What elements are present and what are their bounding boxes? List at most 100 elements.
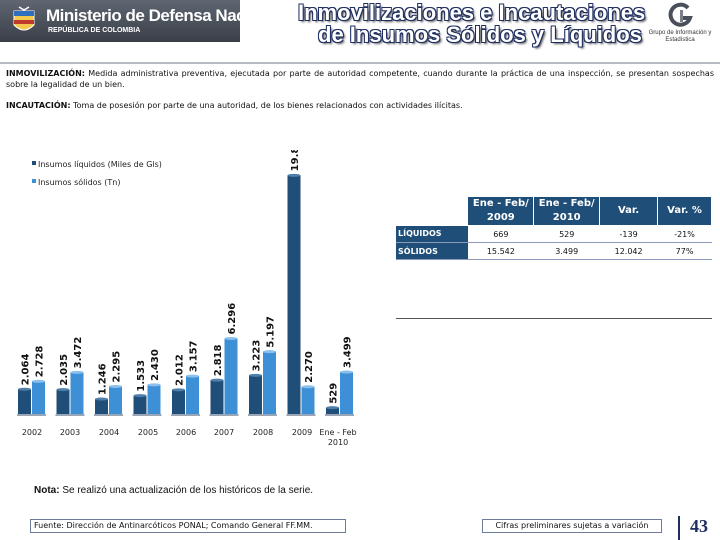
bar-cap — [210, 378, 224, 382]
source-footer: Fuente: Dirección de Antinarcóticos PONA… — [30, 519, 346, 533]
data-label: 2.295 — [112, 351, 123, 383]
legend-label: Insumos líquidos (Miles de Gls) — [38, 160, 162, 169]
page-title-line-1: Inmovilizaciones e Incautaciones — [298, 0, 646, 25]
bar — [56, 389, 70, 414]
data-label: 2.728 — [35, 346, 46, 378]
data-label: 2.012 — [175, 354, 186, 386]
bar — [32, 381, 45, 414]
note: Nota: Se realizó una actualización de lo… — [34, 485, 313, 496]
bar-base — [171, 414, 200, 416]
table-cell: 669 — [467, 225, 534, 243]
bar — [133, 395, 147, 414]
data-label: 5.197 — [266, 316, 277, 348]
bar-cap — [287, 173, 301, 177]
x-tick-label: 2007 — [214, 428, 234, 437]
chart-bars — [17, 173, 354, 416]
bar-cap — [32, 379, 45, 383]
definition-term: INMOVILIZACIÓN: — [6, 69, 85, 78]
x-tick-label: 2002 — [22, 428, 42, 437]
x-tick-label: 2006 — [176, 428, 196, 437]
x-tick-label: Ene - Feb — [319, 428, 356, 437]
bar-cap — [326, 406, 339, 410]
table-cell: 77% — [657, 242, 712, 260]
table-header: Var. — [599, 196, 659, 226]
bar — [70, 372, 84, 414]
data-label: 3.499 — [343, 336, 354, 368]
bar-base — [17, 414, 46, 416]
bar — [340, 372, 353, 414]
chart-legend: Insumos líquidos (Miles de Gls) Insumos s… — [32, 160, 162, 187]
bar — [186, 376, 199, 414]
table-corner — [396, 196, 468, 226]
data-label: 1.533 — [136, 360, 147, 392]
data-label: 2.035 — [59, 354, 70, 386]
bar — [301, 386, 315, 414]
data-label: 2.064 — [21, 354, 32, 386]
table-header-row: Ene - Feb/ 2009 Ene - Feb/ 2010 Var. Var… — [396, 196, 712, 226]
definition-text: Medida administrativa preventiva, ejecut… — [6, 69, 714, 89]
coat-of-arms-icon — [13, 6, 35, 31]
legend-swatch — [32, 161, 36, 165]
table-cell: -21% — [657, 225, 712, 243]
header: Ministerio de Defensa Nacional REPÚBLICA… — [0, 0, 720, 62]
table-cell: 3.499 — [533, 242, 600, 260]
bar-base — [325, 414, 354, 416]
bar-cap — [133, 394, 147, 398]
data-label: 3.157 — [189, 340, 200, 372]
bar-cap — [172, 388, 185, 392]
table-header: Var. % — [657, 196, 712, 226]
table-row-label: SÓLIDOS — [396, 242, 468, 260]
table-cell: 529 — [533, 225, 600, 243]
table-cell: -139 — [599, 225, 658, 243]
bar — [287, 175, 301, 414]
bar-cap — [147, 383, 161, 387]
data-label: 19.890 — [290, 150, 301, 171]
data-label: 2.430 — [150, 349, 161, 381]
group-logo-icon — [668, 2, 693, 27]
data-label: 3.472 — [73, 337, 84, 369]
table-header: Ene - Feb/ 2010 — [533, 196, 601, 226]
definition-term: INCAUTACIÓN: — [6, 101, 71, 110]
data-label: 1.246 — [98, 363, 109, 395]
x-tick-label: 2010 — [328, 438, 348, 447]
note-term: Nota: — [34, 485, 60, 496]
x-tick-label: 2005 — [138, 428, 158, 437]
bar-cap — [249, 373, 262, 377]
bar-chart: Insumos líquidos (Miles de Gls) Insumos s… — [17, 150, 357, 447]
table-divider — [396, 318, 712, 319]
comparison-table-block: Ene - Feb/ 2009 Ene - Feb/ 2010 Var. Var… — [396, 196, 712, 260]
bar-cap — [109, 384, 122, 388]
bar-cap — [70, 370, 84, 374]
table-header: Ene - Feb/ 2009 — [467, 196, 535, 226]
bar — [18, 389, 31, 414]
table-cell: 12.042 — [599, 242, 658, 260]
bar — [249, 375, 262, 414]
table-row: LÍQUIDOS 669 529 -139 -21% — [396, 225, 712, 243]
bar — [95, 399, 108, 414]
definition-inmovilizacion: INMOVILIZACIÓN: Medida administrativa pr… — [6, 68, 714, 90]
definition-text: Toma de posesión por parte de una autori… — [70, 101, 463, 110]
bar-base — [286, 414, 316, 416]
data-label: 3.223 — [252, 340, 263, 372]
country-name: REPÚBLICA DE COLOMBIA — [48, 27, 141, 34]
bar-cap — [186, 374, 199, 378]
bar — [109, 386, 122, 414]
page-number: 43 — [678, 516, 718, 540]
bar-base — [209, 414, 239, 416]
page-title-line-2: de Insumos Sólidos y Líquidos — [318, 22, 642, 47]
data-label: 2.818 — [213, 345, 224, 377]
comparison-table: Ene - Feb/ 2009 Ene - Feb/ 2010 Var. Var… — [396, 196, 712, 260]
legend-label: Insumos sólidos (Tn) — [38, 177, 120, 187]
bar — [263, 351, 276, 414]
bar — [210, 380, 224, 414]
data-label: 6.296 — [227, 303, 238, 335]
chart-x-tick-labels: 2002 2003 2004 2005 2006 2007 2008 2009 Ene - Fe… — [22, 428, 357, 447]
bar — [224, 338, 238, 414]
bar — [147, 384, 161, 414]
x-tick-label: 2004 — [99, 428, 119, 437]
bar — [172, 389, 185, 414]
bar-cap — [340, 370, 353, 374]
ministry-name: Ministerio de Defensa Nacional — [46, 6, 283, 25]
legend-swatch — [32, 179, 36, 183]
